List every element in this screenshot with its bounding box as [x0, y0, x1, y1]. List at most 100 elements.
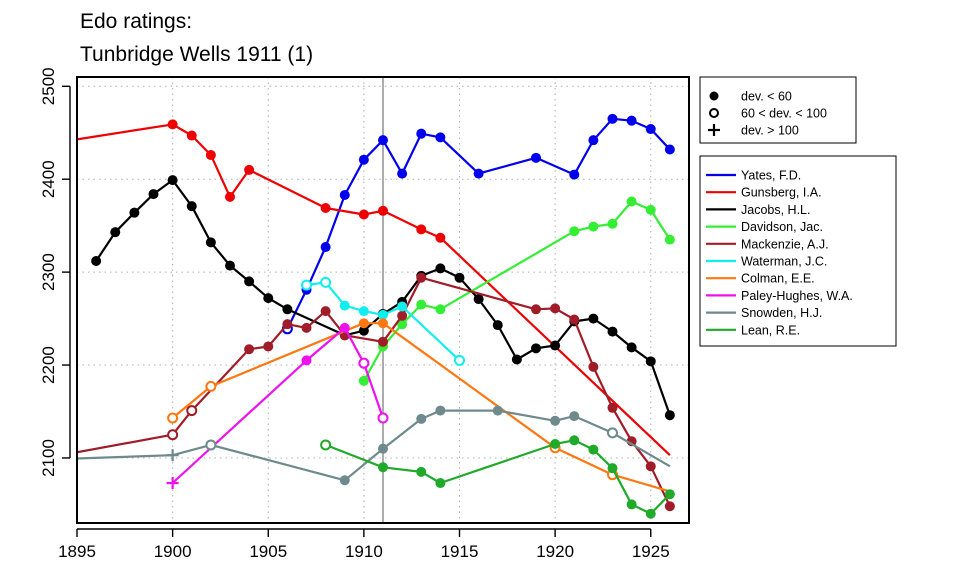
data-point-0-7 [416, 128, 427, 139]
y-tick-label-2500: 2500 [39, 67, 58, 105]
marker-legend-box [699, 76, 857, 144]
data-point-5-3 [358, 306, 369, 317]
data-point-2-4 [167, 175, 178, 186]
data-point-2-1 [110, 227, 121, 238]
data-point-2-20 [511, 354, 522, 365]
data-point-9-1 [378, 462, 388, 473]
data-point-9-6 [588, 444, 599, 455]
data-point-8-1 [166, 449, 179, 462]
series-7 [166, 322, 389, 490]
series-1 [77, 119, 671, 456]
data-point-2-0 [91, 255, 102, 266]
data-point-0-3 [339, 190, 350, 201]
data-point-9-9 [645, 508, 656, 519]
data-point-2-18 [473, 294, 484, 305]
marker-legend-symbol-0 [709, 91, 719, 101]
x-tick-label-1925: 1925 [632, 542, 670, 561]
series-legend-label-7: Paley-Hughes, W.A. [741, 289, 853, 303]
x-axis: 1895 1900 1905 1910 1915 1920 1925 [58, 528, 670, 561]
data-point-4-18 [645, 461, 656, 472]
data-point-1-3 [205, 150, 216, 161]
data-point-6-1 [205, 380, 217, 392]
series-5 [301, 276, 465, 366]
data-point-4-7 [320, 306, 331, 317]
data-point-6-3 [378, 318, 388, 329]
data-point-2-12 [358, 325, 369, 336]
series-line-9 [325, 439, 671, 515]
series-legend-label-4: Mackenzie, A.J. [741, 237, 829, 251]
x-tick-label-1905: 1905 [249, 542, 287, 561]
data-point-8-10 [607, 427, 618, 439]
data-point-8-9 [569, 411, 580, 422]
data-point-0-6 [397, 168, 408, 179]
data-point-1-4 [225, 191, 235, 202]
series-legend-label-6: Colman, E.E. [741, 272, 815, 286]
data-point-3-0 [358, 375, 369, 386]
series-legend-label-3: Davidson, Jac. [741, 220, 823, 234]
series-line-8 [77, 409, 671, 482]
data-point-3-10 [664, 234, 675, 245]
data-point-4-9 [378, 336, 388, 347]
data-point-9-10 [664, 489, 675, 500]
data-point-1-2 [186, 130, 197, 141]
data-point-9-8 [626, 499, 637, 510]
data-point-0-9 [473, 168, 484, 179]
data-point-7-1 [301, 355, 312, 366]
marker-legend-label-1: 60 < dev. < 100 [741, 107, 827, 121]
series-legend-label-1: Gunsberg, I.A. [741, 186, 822, 200]
data-point-1-5 [244, 164, 255, 175]
data-point-9-4 [550, 439, 561, 450]
chart-title-line-1: Edo ratings: [80, 10, 192, 33]
data-point-8-6 [435, 405, 446, 416]
chart-title-line-2: Tunbridge Wells 1911 (1) [80, 43, 313, 66]
data-point-1-8 [378, 205, 388, 216]
data-point-4-14 [569, 314, 580, 325]
data-point-0-12 [588, 135, 599, 146]
series-line-7 [171, 326, 385, 484]
data-point-9-0 [320, 439, 332, 451]
data-point-4-13 [550, 303, 561, 314]
data-point-5-2 [339, 300, 350, 311]
series-legend: Yates, F.D. Gunsberg, I.A. Jacobs, H.L. Dav… [699, 155, 897, 347]
series-9 [320, 435, 675, 519]
data-point-2-8 [244, 276, 255, 287]
data-point-3-7 [607, 218, 618, 229]
data-point-0-8 [435, 132, 446, 143]
plot-frame [76, 76, 690, 524]
data-point-9-5 [569, 435, 580, 446]
data-point-4-2 [186, 405, 198, 417]
data-point-8-2 [205, 439, 217, 451]
series-legend-box [699, 155, 897, 347]
data-point-6-2 [358, 318, 369, 329]
data-point-3-5 [569, 226, 580, 237]
data-point-2-19 [492, 320, 503, 331]
data-point-8-3 [339, 475, 350, 486]
series-legend-label-2: Jacobs, H.L. [741, 203, 810, 217]
data-point-5-5 [397, 301, 408, 312]
x-tick-label-1900: 1900 [154, 542, 192, 561]
data-point-0-16 [664, 144, 675, 155]
data-point-4-12 [531, 304, 541, 315]
data-point-3-8 [626, 196, 637, 207]
data-point-7-0 [166, 477, 179, 490]
data-point-3-2 [397, 319, 408, 330]
data-point-0-13 [607, 113, 618, 124]
data-point-2-28 [664, 410, 675, 421]
data-point-9-7 [607, 463, 618, 474]
data-point-2-22 [550, 340, 561, 351]
x-tick-label-1915: 1915 [441, 542, 479, 561]
data-point-4-3 [244, 344, 255, 355]
data-point-8-4 [378, 443, 388, 454]
data-point-1-1 [167, 119, 178, 130]
data-point-4-4 [263, 341, 274, 352]
data-point-8-5 [416, 413, 427, 424]
data-point-4-16 [607, 402, 618, 413]
x-tick-label-1895: 1895 [58, 542, 96, 561]
data-point-4-6 [301, 322, 312, 333]
series-layer [77, 113, 675, 519]
series-8 [77, 405, 671, 486]
data-point-1-9 [416, 224, 427, 235]
data-point-2-10 [282, 304, 293, 315]
y-tick-label-2100: 2100 [39, 439, 58, 477]
data-point-2-21 [531, 343, 541, 354]
